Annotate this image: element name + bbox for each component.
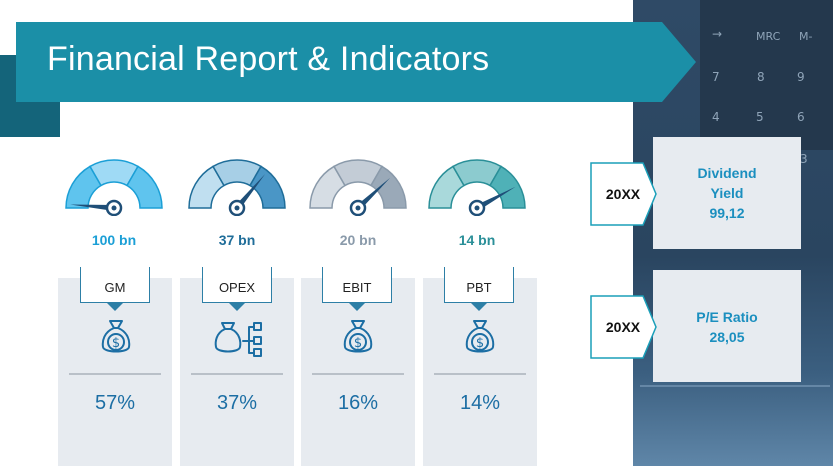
card-label: EBIT	[342, 280, 372, 295]
year-arrow-shape	[590, 162, 657, 226]
card-percent: 57%	[94, 392, 136, 414]
indicator-name: Dividend	[697, 165, 757, 181]
background-line	[640, 385, 830, 387]
card-percent: 37%	[216, 392, 258, 414]
calculator-key: MRC	[756, 30, 781, 43]
year-arrow-shape	[590, 295, 657, 359]
calculator-key: →	[712, 27, 723, 41]
gauge-opex	[188, 159, 286, 216]
year-label: 20XX	[605, 186, 641, 202]
gauge-segment	[488, 165, 526, 209]
calculator-key: 3	[800, 152, 808, 166]
indicator-value: 99,12	[709, 205, 745, 221]
card-tab-ebit: EBIT	[322, 267, 392, 303]
indicator-name: P/E Ratio	[696, 309, 758, 325]
money-bag-icon: $	[101, 320, 131, 353]
card-percent: 16%	[337, 392, 379, 414]
calculator-key: M-	[799, 30, 813, 43]
indicator-box-pe: P/E Ratio 28,05	[653, 270, 801, 382]
year-label: 20XX	[605, 319, 641, 335]
gauge-ebit	[309, 159, 407, 216]
gauge-needle	[234, 174, 266, 210]
gauge-segment	[125, 165, 163, 209]
gauge-hub-dot	[234, 205, 240, 211]
page-title: Financial Report & Indicators	[47, 40, 490, 78]
gauge-hub-dot	[474, 205, 480, 211]
gauge-value: 14 bn	[458, 232, 496, 248]
card-percent: 14%	[459, 392, 501, 414]
indicator-name-line2: Yield	[710, 185, 744, 201]
card-tab-pbt: PBT	[444, 267, 514, 303]
card-divider	[434, 373, 526, 375]
gauge-hub-dot	[111, 205, 117, 211]
svg-text:$: $	[476, 336, 484, 351]
calculator-key: 7	[712, 70, 720, 84]
gauge-needle	[355, 177, 391, 211]
calculator-key: 6	[797, 110, 805, 124]
calculator-image: → MRC M- 7 8 9 4 5 6	[700, 0, 833, 150]
card-tab-gm: GM	[80, 267, 150, 303]
title-banner	[16, 22, 696, 102]
svg-text:$: $	[112, 336, 120, 351]
indicator-box-dividend: Dividend Yield 99,12	[653, 137, 801, 249]
svg-text:$: $	[354, 336, 362, 351]
year-tag-pe: 20XX	[590, 295, 658, 359]
indicator-value: 28,05	[709, 329, 745, 345]
calculator-key: 9	[797, 70, 805, 84]
gauge-hub-dot	[355, 205, 361, 211]
year-tag-dividend: 20XX	[590, 162, 658, 226]
gauge-pbt	[428, 159, 526, 216]
calculator-key: 8	[757, 70, 765, 84]
card-label: GM	[104, 280, 126, 295]
gauge-value: 100 bn	[91, 232, 137, 248]
money-bag-hierarchy-icon	[214, 322, 262, 357]
gauge-needle	[70, 204, 115, 211]
card-divider	[191, 373, 283, 375]
gauge-gm	[65, 159, 163, 216]
gauge-segment	[248, 165, 286, 209]
card-label: PBT	[466, 280, 492, 295]
gauge-needle	[475, 186, 516, 211]
gauge-value: 20 bn	[339, 232, 377, 248]
gauge-value: 37 bn	[218, 232, 256, 248]
card-divider	[69, 373, 161, 375]
card-tab-opex: OPEX	[202, 267, 272, 303]
money-bag-icon: $	[465, 320, 495, 353]
calculator-key: 5	[756, 110, 764, 124]
calculator-key: 4	[712, 110, 720, 124]
money-bag-icon: $	[343, 320, 373, 353]
card-label: OPEX	[218, 280, 256, 295]
card-divider	[312, 373, 404, 375]
